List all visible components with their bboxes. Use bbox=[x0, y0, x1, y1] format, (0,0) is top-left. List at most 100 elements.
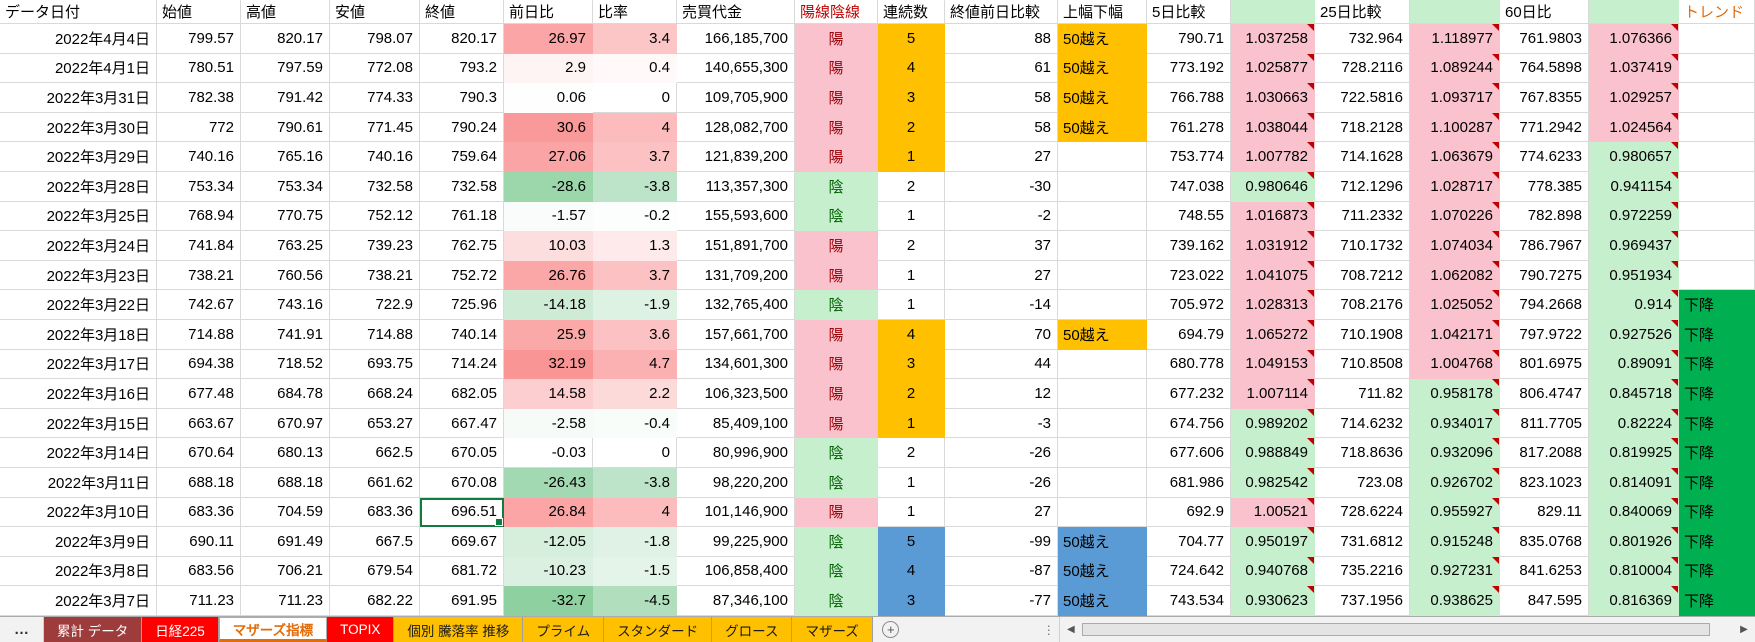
cell-change[interactable]: 14.58 bbox=[504, 379, 593, 409]
cell-avg25-ratio[interactable]: 0.958178 bbox=[1410, 379, 1500, 409]
cell-open[interactable]: 772 bbox=[157, 112, 241, 143]
cell-pct[interactable]: 3.7 bbox=[593, 142, 677, 172]
cell-close[interactable]: 669.67 bbox=[420, 527, 504, 557]
cell-trend[interactable] bbox=[1679, 53, 1755, 84]
cell-turnover[interactable]: 128,082,700 bbox=[677, 112, 795, 143]
cell-streak[interactable]: 5 bbox=[878, 24, 945, 54]
cell-low[interactable]: 774.33 bbox=[330, 83, 420, 113]
cell-avg5-ratio[interactable]: 0.950197 bbox=[1231, 527, 1315, 557]
cell-avg60[interactable]: 794.2668 bbox=[1500, 290, 1589, 320]
cell-streak[interactable]: 4 bbox=[878, 556, 945, 587]
cell-pct[interactable]: -3.8 bbox=[593, 171, 677, 202]
cell-high[interactable]: 765.16 bbox=[241, 142, 330, 172]
cell-candle[interactable]: 陽 bbox=[795, 83, 878, 113]
cell-turnover[interactable]: 106,858,400 bbox=[677, 556, 795, 587]
column-header-open[interactable]: 始値 bbox=[157, 0, 241, 24]
cell-close-compare[interactable]: -99 bbox=[945, 527, 1058, 557]
cell-streak[interactable]: 4 bbox=[878, 53, 945, 84]
cell-range[interactable]: 50越え bbox=[1058, 556, 1147, 587]
cell-change[interactable]: 10.03 bbox=[504, 231, 593, 261]
cell-pct[interactable]: -0.2 bbox=[593, 201, 677, 232]
cell-pct[interactable]: -1.5 bbox=[593, 556, 677, 587]
cell-low[interactable]: 722.9 bbox=[330, 290, 420, 320]
cell-change[interactable]: -1.57 bbox=[504, 201, 593, 232]
cell-avg5-ratio[interactable]: 1.007782 bbox=[1231, 142, 1315, 172]
column-header-avg5-ratio[interactable] bbox=[1231, 0, 1315, 24]
cell-avg60-ratio[interactable]: 0.972259 bbox=[1589, 201, 1679, 232]
cell-range[interactable]: 50越え bbox=[1058, 83, 1147, 113]
cell-low[interactable]: 739.23 bbox=[330, 231, 420, 261]
sheet-tab-スタンダード[interactable]: スタンダード bbox=[604, 617, 713, 642]
cell-candle[interactable]: 陰 bbox=[795, 201, 878, 232]
cell-candle[interactable]: 陰 bbox=[795, 171, 878, 202]
cell-close-compare[interactable]: 37 bbox=[945, 231, 1058, 261]
cell-turnover[interactable]: 132,765,400 bbox=[677, 290, 795, 320]
cell-high[interactable]: 797.59 bbox=[241, 53, 330, 84]
cell-close-compare[interactable]: 61 bbox=[945, 53, 1058, 84]
sheet-tab-日経225[interactable]: 日経225 bbox=[142, 617, 219, 642]
cell-pct[interactable]: 4 bbox=[593, 497, 677, 528]
cell-avg5-ratio[interactable]: 1.037258 bbox=[1231, 24, 1315, 54]
cell-low[interactable]: 772.08 bbox=[330, 53, 420, 84]
cell-pct[interactable]: 3.6 bbox=[593, 319, 677, 350]
cell-close-compare[interactable]: -3 bbox=[945, 408, 1058, 439]
cell-close[interactable]: 752.72 bbox=[420, 260, 504, 291]
cell-trend[interactable] bbox=[1679, 171, 1755, 202]
cell-pct[interactable]: 4.7 bbox=[593, 349, 677, 380]
cell-range[interactable] bbox=[1058, 438, 1147, 468]
cell-avg25[interactable]: 708.7212 bbox=[1315, 260, 1410, 291]
cell-pct[interactable]: -0.4 bbox=[593, 408, 677, 439]
cell-date[interactable]: 2022年3月10日 bbox=[0, 497, 157, 528]
cell-date[interactable]: 2022年3月24日 bbox=[0, 231, 157, 261]
cell-trend[interactable] bbox=[1679, 83, 1755, 113]
cell-open[interactable]: 711.23 bbox=[157, 586, 241, 616]
cell-change[interactable]: 26.97 bbox=[504, 24, 593, 54]
cell-close-compare[interactable]: -77 bbox=[945, 586, 1058, 616]
cell-low[interactable]: 661.62 bbox=[330, 467, 420, 498]
cell-avg5-ratio[interactable]: 1.041075 bbox=[1231, 260, 1315, 291]
cell-avg25-ratio[interactable]: 0.938625 bbox=[1410, 586, 1500, 616]
cell-avg60[interactable]: 835.0768 bbox=[1500, 527, 1589, 557]
cell-close[interactable]: 790.3 bbox=[420, 83, 504, 113]
cell-pct[interactable]: 0.4 bbox=[593, 53, 677, 84]
cell-avg25-ratio[interactable]: 1.093717 bbox=[1410, 83, 1500, 113]
cell-avg5-ratio[interactable]: 0.980646 bbox=[1231, 171, 1315, 202]
cell-streak[interactable]: 1 bbox=[878, 408, 945, 439]
cell-avg60[interactable]: 823.1023 bbox=[1500, 467, 1589, 498]
cell-turnover[interactable]: 140,655,300 bbox=[677, 53, 795, 84]
cell-turnover[interactable]: 109,705,900 bbox=[677, 83, 795, 113]
cell-avg5[interactable]: 739.162 bbox=[1147, 231, 1231, 261]
sheet-tab-累計 データ[interactable]: 累計 データ bbox=[44, 617, 143, 642]
cell-avg5-ratio[interactable]: 1.028313 bbox=[1231, 290, 1315, 320]
cell-streak[interactable]: 1 bbox=[878, 467, 945, 498]
cell-close[interactable]: 762.75 bbox=[420, 231, 504, 261]
cell-change[interactable]: -26.43 bbox=[504, 467, 593, 498]
cell-avg25-ratio[interactable]: 1.100287 bbox=[1410, 112, 1500, 143]
cell-avg60-ratio[interactable]: 0.914 bbox=[1589, 290, 1679, 320]
scroll-left-icon[interactable]: ◀ bbox=[1066, 624, 1075, 635]
cell-close[interactable]: 793.2 bbox=[420, 53, 504, 84]
cell-avg25[interactable]: 737.1956 bbox=[1315, 586, 1410, 616]
cell-date[interactable]: 2022年3月8日 bbox=[0, 556, 157, 587]
cell-streak[interactable]: 1 bbox=[878, 201, 945, 232]
cell-avg25[interactable]: 718.2128 bbox=[1315, 112, 1410, 143]
cell-range[interactable] bbox=[1058, 142, 1147, 172]
cell-turnover[interactable]: 151,891,700 bbox=[677, 231, 795, 261]
cell-avg5[interactable]: 704.77 bbox=[1147, 527, 1231, 557]
cell-change[interactable]: -2.58 bbox=[504, 408, 593, 439]
cell-avg25-ratio[interactable]: 0.934017 bbox=[1410, 408, 1500, 439]
cell-range[interactable] bbox=[1058, 349, 1147, 380]
cell-close[interactable]: 670.08 bbox=[420, 467, 504, 498]
cell-low[interactable]: 682.22 bbox=[330, 586, 420, 616]
cell-avg25[interactable]: 710.8508 bbox=[1315, 349, 1410, 380]
cell-close[interactable]: 790.24 bbox=[420, 112, 504, 143]
cell-close[interactable]: 759.64 bbox=[420, 142, 504, 172]
cell-range[interactable] bbox=[1058, 171, 1147, 202]
cell-turnover[interactable]: 131,709,200 bbox=[677, 260, 795, 291]
sheet-tab-プライム[interactable]: プライム bbox=[523, 617, 605, 642]
column-header-high[interactable]: 高値 bbox=[241, 0, 330, 24]
column-header-low[interactable]: 安値 bbox=[330, 0, 420, 24]
cell-avg5[interactable]: 724.642 bbox=[1147, 556, 1231, 587]
cell-pct[interactable]: -3.8 bbox=[593, 467, 677, 498]
cell-avg60-ratio[interactable]: 0.819925 bbox=[1589, 438, 1679, 468]
